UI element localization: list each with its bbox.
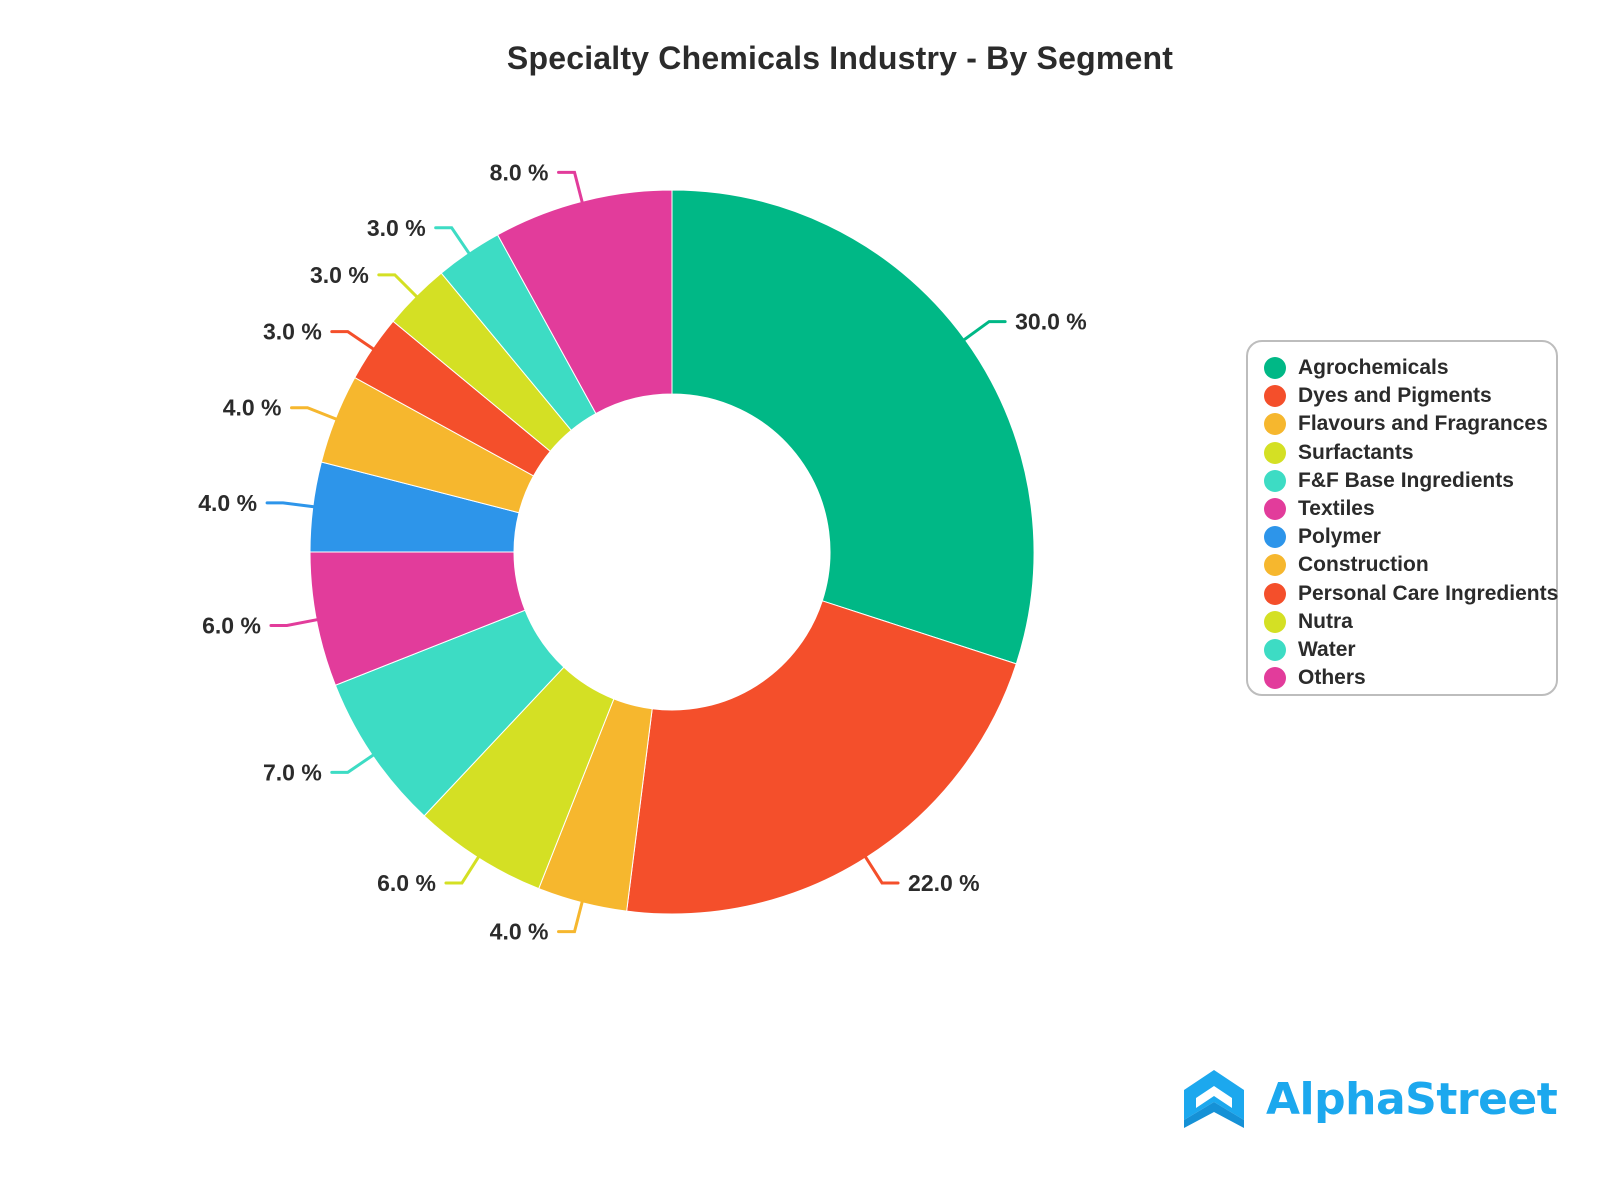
leader-line-others xyxy=(557,170,585,207)
legend-swatch xyxy=(1264,413,1286,436)
legend-label: Agrochemicals xyxy=(1298,356,1449,380)
data-label-construction: 4.0 % xyxy=(223,395,282,421)
alphastreet-logo-icon xyxy=(1184,1070,1244,1128)
legend-label: Nutra xyxy=(1298,609,1353,633)
legend-item-surfactants[interactable]: Surfactants xyxy=(1264,439,1556,467)
legend-swatch xyxy=(1264,667,1286,690)
data-label-textiles: 6.0 % xyxy=(202,612,261,638)
legend-item-fandf-base-ingredients[interactable]: F&F Base Ingredients xyxy=(1264,467,1556,495)
legend-item-construction[interactable]: Construction xyxy=(1264,551,1556,579)
data-label-water: 3.0 % xyxy=(367,215,426,241)
data-label-agrochemicals: 30.0 % xyxy=(1015,309,1087,335)
legend-item-polymer[interactable]: Polymer xyxy=(1264,523,1556,551)
legend-label: Water xyxy=(1298,637,1356,661)
legend-swatch xyxy=(1264,582,1286,605)
leader-line-polymer xyxy=(265,501,319,509)
legend-item-flavours-and-fragrances[interactable]: Flavours and Fragrances xyxy=(1264,410,1556,438)
legend-label: Polymer xyxy=(1298,525,1381,549)
data-label-fandf-base-ingredients: 7.0 % xyxy=(263,759,322,785)
chart-legend: Agrochemicals Dyes and Pigments Flavours a… xyxy=(1246,340,1558,696)
chart-title: Specialty Chemicals Industry - By Segmen… xyxy=(506,40,1174,76)
legend-label: Flavours and Fragrances xyxy=(1298,412,1548,436)
leader-line-personal-care-ingredients xyxy=(330,330,378,353)
data-label-surfactants: 6.0 % xyxy=(377,870,436,896)
chart-slices xyxy=(309,189,1035,915)
legend-swatch xyxy=(1264,469,1286,492)
data-label-nutra: 3.0 % xyxy=(310,262,369,288)
leader-line-water xyxy=(434,226,473,258)
leader-line-nutra xyxy=(377,273,421,301)
brand-name: AlphaStreet xyxy=(1266,1073,1558,1125)
data-label-flavours-and-fragrances: 4.0 % xyxy=(490,919,549,945)
legend-label: Surfactants xyxy=(1298,440,1414,464)
legend-swatch xyxy=(1264,554,1286,577)
chart-data-labels: 30.0 % 22.0 % 4.0 % 6.0 % 7.0 % 6.0 % 4.0 % 4.0… xyxy=(198,159,1086,944)
leader-line-agrochemicals xyxy=(960,320,1007,344)
leader-line-construction xyxy=(290,406,341,422)
legend-item-personal-care-ingredients[interactable]: Personal Care Ingredients xyxy=(1264,580,1559,608)
leader-line-dyes-and-pigments xyxy=(862,852,900,885)
legend-item-water[interactable]: Water xyxy=(1264,636,1556,664)
legend-swatch xyxy=(1264,526,1286,549)
slice-agrochemicals xyxy=(671,189,1035,665)
leader-line-fandf-base-ingredients xyxy=(330,751,378,774)
legend-item-textiles[interactable]: Textiles xyxy=(1264,495,1556,523)
legend-label: Dyes and Pigments xyxy=(1298,384,1492,408)
slice-dyes-and-pigments xyxy=(626,600,1017,915)
legend-item-agrochemicals[interactable]: Agrochemicals xyxy=(1264,354,1556,382)
legend-label: Personal Care Ingredients xyxy=(1298,581,1559,605)
leader-line-textiles xyxy=(269,617,322,627)
legend-label: F&F Base Ingredients xyxy=(1298,468,1514,492)
legend-item-dyes-and-pigments[interactable]: Dyes and Pigments xyxy=(1264,382,1556,410)
legend-item-nutra[interactable]: Nutra xyxy=(1264,608,1556,636)
legend-swatch xyxy=(1264,441,1286,464)
data-label-polymer: 4.0 % xyxy=(198,490,257,516)
legend-label: Others xyxy=(1298,666,1366,690)
legend-swatch xyxy=(1264,638,1286,661)
data-label-personal-care-ingredients: 3.0 % xyxy=(263,319,322,345)
data-label-dyes-and-pigments: 22.0 % xyxy=(908,870,980,896)
legend-swatch xyxy=(1264,385,1286,408)
legend-item-others[interactable]: Others xyxy=(1264,664,1556,692)
leader-line-flavours-and-fragrances xyxy=(557,897,585,934)
legend-label: Construction xyxy=(1298,553,1429,577)
data-label-others: 8.0 % xyxy=(490,159,549,185)
chart-leader-lines xyxy=(265,170,1007,934)
legend-swatch xyxy=(1264,357,1286,380)
brand-logo: AlphaStreet xyxy=(1182,1068,1558,1130)
slice-others xyxy=(496,189,673,415)
legend-label: Textiles xyxy=(1298,497,1375,521)
legend-swatch xyxy=(1264,498,1286,521)
legend-swatch xyxy=(1264,610,1286,633)
leader-line-surfactants xyxy=(444,852,482,885)
